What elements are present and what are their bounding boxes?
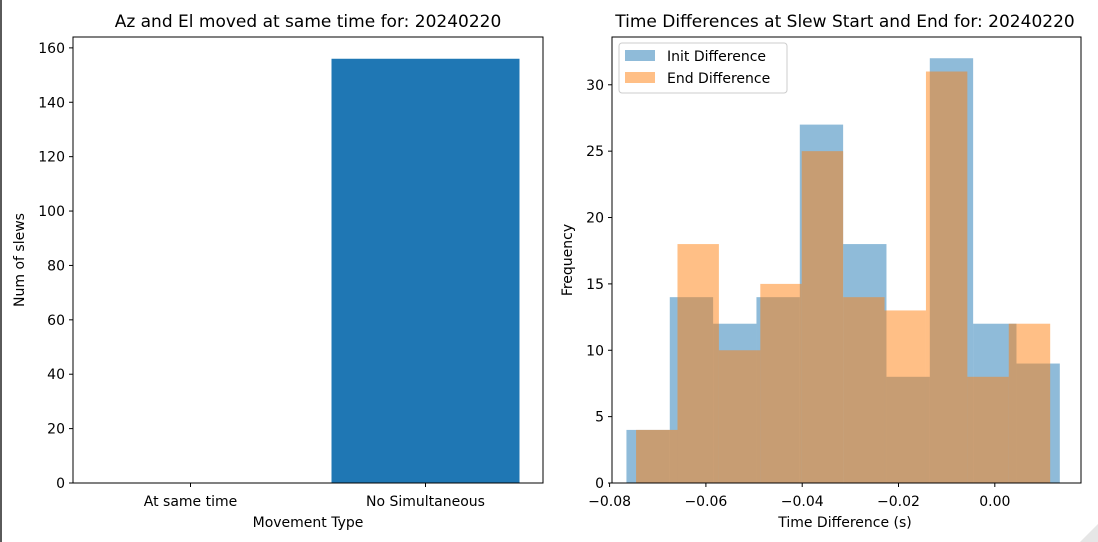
y-tick-label: 80	[47, 258, 65, 274]
x-tick-label: No Simultaneous	[366, 494, 485, 510]
resize-grip-icon[interactable]	[1080, 524, 1098, 542]
legend-swatch-end-difference	[625, 72, 655, 83]
histogram-bin	[1008, 323, 1051, 483]
histogram-bin	[801, 151, 844, 483]
y-tick-label: 25	[586, 144, 604, 160]
histogram-frame	[611, 36, 1082, 484]
bar-chart-title: Az and El moved at same time for: 202402…	[115, 12, 502, 32]
y-tick-label: 20	[586, 211, 604, 227]
window-left-border	[0, 0, 2, 542]
x-tick-label: −0.04	[781, 494, 824, 510]
bar-chart-x-axis-label: Movement Type	[253, 515, 364, 531]
y-tick-label: 140	[38, 95, 65, 111]
legend-box	[618, 42, 788, 94]
histogram-bin	[636, 429, 678, 483]
y-tick-label: 160	[38, 41, 65, 57]
legend-label-end-difference: End Difference	[667, 71, 770, 87]
histogram-series-1	[636, 71, 1051, 483]
histogram-title: Time Differences at Slew Start and End f…	[614, 12, 1074, 32]
histogram-x-ticks: −0.08 −0.06 −0.04 −0.02 0.00	[588, 483, 1010, 510]
y-tick-label: 20	[47, 422, 65, 438]
histogram-bars	[626, 58, 1060, 483]
x-tick-label: −0.02	[877, 494, 920, 510]
x-tick-label: −0.08	[588, 494, 631, 510]
histogram-legend: Init Difference End Difference	[618, 42, 788, 94]
histogram-bin	[925, 71, 968, 483]
y-tick-label: 10	[586, 343, 604, 359]
histogram-time-differences: Time Differences at Slew Start and End f…	[560, 12, 1082, 531]
histogram-x-axis-label: Time Difference (s)	[777, 515, 912, 531]
legend-swatch-init-difference	[625, 50, 655, 61]
y-tick-label: 40	[47, 367, 65, 383]
y-tick-label: 0	[595, 476, 604, 492]
bar-1	[331, 58, 520, 483]
bar-chart-bars	[331, 58, 520, 483]
histogram-bin	[967, 376, 1009, 483]
y-tick-label: 30	[586, 78, 604, 94]
legend-label-init-difference: Init Difference	[667, 49, 766, 65]
x-tick-label: 0.00	[979, 494, 1010, 510]
histogram-bin	[718, 350, 761, 483]
histogram-y-axis-label: Frequency	[560, 224, 576, 296]
bar-chart-simultaneous-movement: Az and El moved at same time for: 202402…	[12, 12, 544, 531]
y-tick-label: 5	[595, 410, 604, 426]
histogram-bin	[677, 244, 719, 483]
histogram-y-ticks: 0 5 10 15 20 25 30	[586, 78, 612, 492]
y-tick-label: 0	[56, 476, 65, 492]
histogram-bin	[760, 283, 802, 483]
y-tick-label: 60	[47, 313, 65, 329]
bar-chart-y-ticks: 0 20 40 60 80 100 120 140 160	[38, 41, 73, 492]
y-tick-label: 100	[38, 204, 65, 220]
histogram-bin	[884, 310, 926, 483]
bar-chart-frame	[72, 36, 544, 484]
y-tick-label: 120	[38, 150, 65, 166]
histogram-bin	[843, 297, 885, 483]
bar-chart-x-ticks: At same time No Simultaneous	[144, 483, 485, 510]
x-tick-label: −0.06	[684, 494, 727, 510]
y-tick-label: 15	[586, 277, 604, 293]
bar-chart-y-axis-label: Num of slews	[12, 213, 28, 307]
x-tick-label: At same time	[144, 494, 237, 510]
